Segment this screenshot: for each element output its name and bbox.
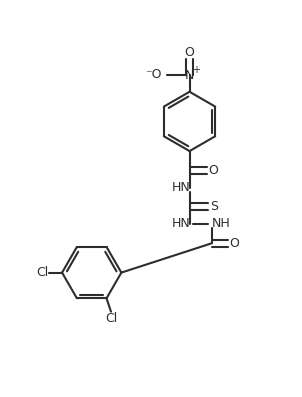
Text: S: S: [210, 200, 218, 213]
Text: HN: HN: [171, 218, 190, 231]
Text: NH: NH: [211, 218, 230, 231]
Text: Cl: Cl: [36, 266, 48, 279]
Text: +: +: [192, 65, 200, 75]
Text: O: O: [208, 164, 218, 177]
Text: Cl: Cl: [105, 312, 117, 325]
Text: N: N: [185, 69, 194, 82]
Text: O: O: [185, 46, 194, 59]
Text: ⁻O: ⁻O: [145, 68, 161, 81]
Text: O: O: [230, 237, 239, 250]
Text: HN: HN: [171, 181, 190, 194]
